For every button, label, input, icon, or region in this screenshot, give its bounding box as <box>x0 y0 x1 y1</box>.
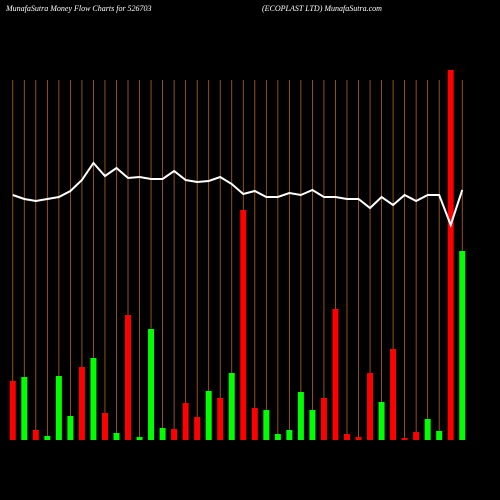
bar <box>78 367 85 440</box>
bar <box>194 417 201 440</box>
bar <box>125 315 132 440</box>
bar <box>228 373 235 440</box>
bar <box>113 433 120 440</box>
bar <box>32 430 39 440</box>
bar <box>90 358 97 440</box>
bar <box>378 402 385 440</box>
bar <box>55 376 62 440</box>
bar <box>309 410 316 440</box>
bar <box>148 329 155 440</box>
bar <box>182 403 189 440</box>
bar <box>217 398 224 440</box>
bar <box>67 416 74 440</box>
bar <box>9 381 16 440</box>
bar <box>251 408 258 440</box>
bar <box>320 398 327 440</box>
bar <box>459 251 466 440</box>
money-flow-line <box>12 161 464 228</box>
chart-title: MunafaSutra Money Flow Charts for 526703 <box>5 4 152 13</box>
bar <box>436 431 443 440</box>
chart-subtitle: (ECOPLAST LTD) MunafaSutra.com <box>262 4 382 13</box>
bar <box>390 349 397 440</box>
bar <box>413 432 420 440</box>
bar <box>240 210 247 440</box>
bar <box>21 377 28 440</box>
bar <box>355 437 362 440</box>
bar <box>136 437 143 440</box>
bar <box>297 392 304 440</box>
bar <box>332 309 339 440</box>
bar <box>367 373 374 440</box>
bar <box>171 429 178 440</box>
bar <box>205 391 212 440</box>
bar <box>447 70 454 440</box>
bar <box>286 430 293 440</box>
bar <box>343 434 350 440</box>
bar <box>101 413 108 440</box>
bar <box>44 436 51 440</box>
bar <box>274 434 281 440</box>
bar <box>263 410 270 440</box>
bar <box>424 419 431 440</box>
bar <box>159 428 166 440</box>
bar <box>401 438 408 440</box>
